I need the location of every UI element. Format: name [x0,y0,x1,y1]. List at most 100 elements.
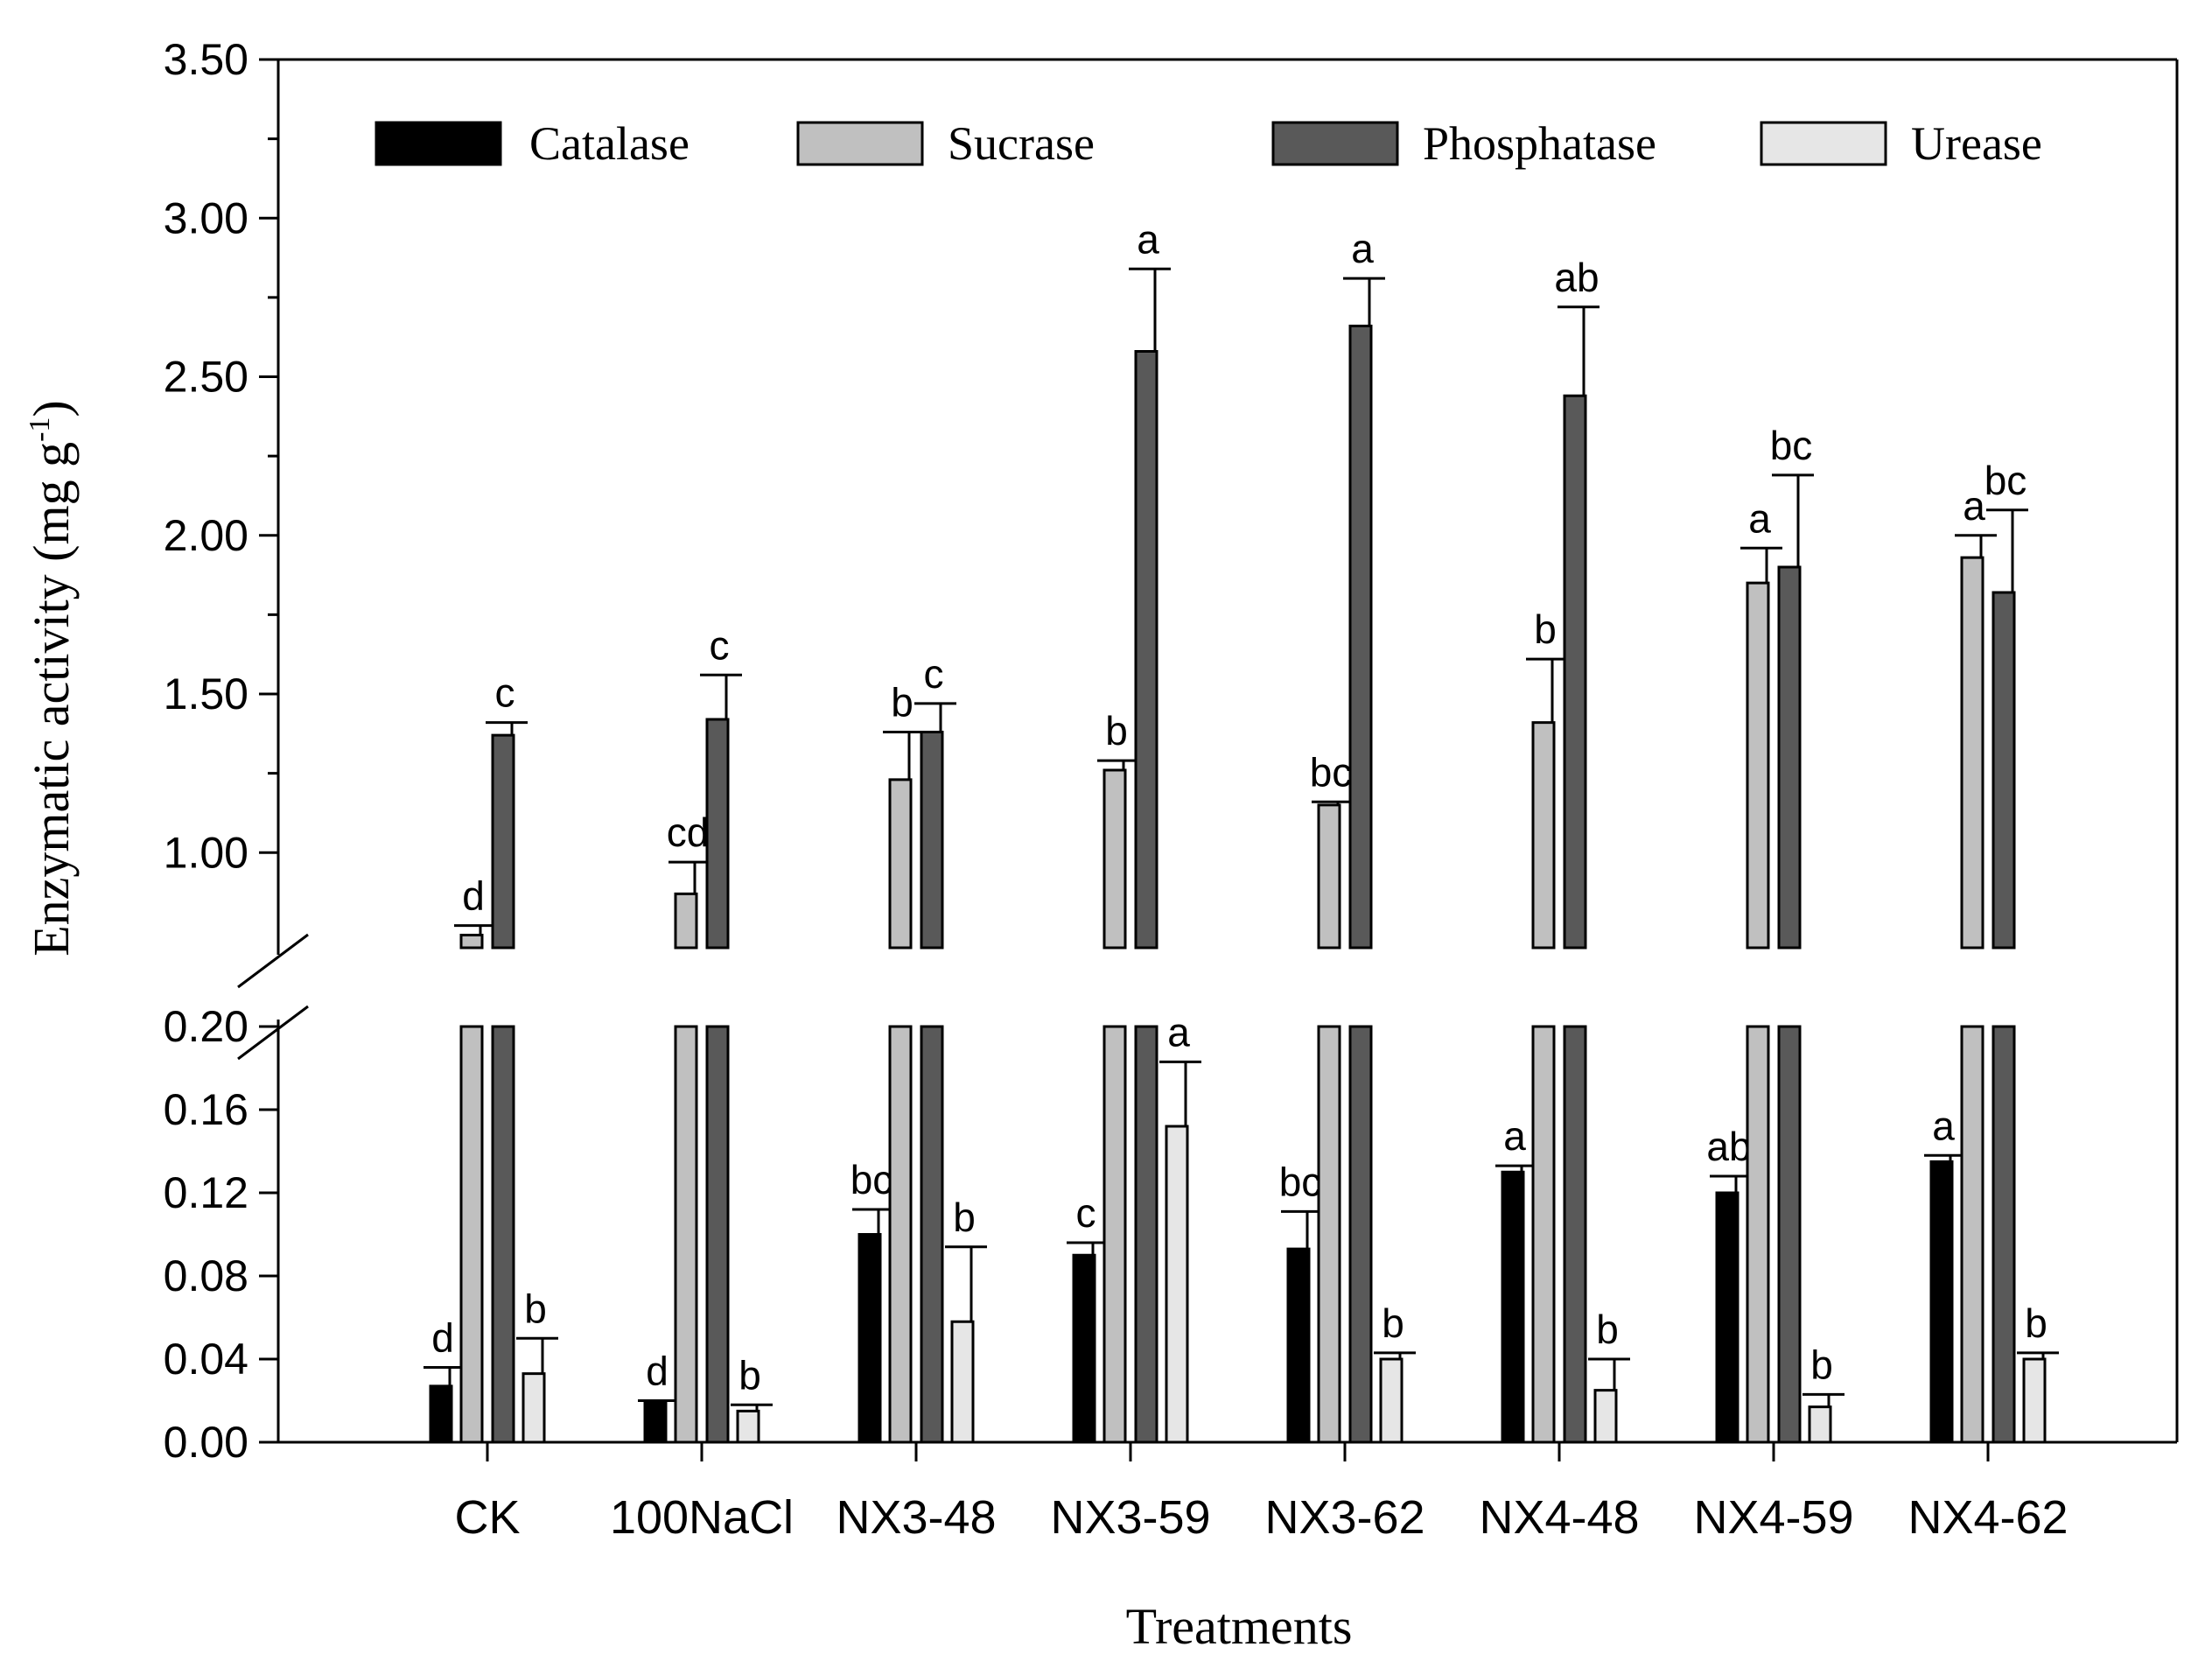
sucrase-bar-lower-segment [459,1025,484,1444]
x-tick-label: NX3-48 [836,1491,996,1544]
legend-swatch-catalase [374,121,502,166]
catalase-significance-letter: bc [1279,1159,1322,1204]
catalase-significance-letter: c [1076,1190,1096,1236]
phosphatase-bar [491,733,515,950]
phosphatase-bar-lower-segment [491,1025,515,1444]
y-tick-label: 3.50 [164,35,248,84]
y-tick-label: 0.16 [164,1085,248,1134]
catalase-bar [858,1233,882,1444]
phosphatase-bar-lower-segment [1777,1025,1802,1444]
catalase-bar [1501,1170,1525,1444]
catalase-significance-letter: d [431,1315,454,1361]
sucrase-significance-letter: a [1748,495,1771,541]
y-tick-label: 0.20 [164,1002,248,1051]
y-tick-label: 1.50 [164,669,248,718]
urease-significance-letter: a [1167,1009,1190,1055]
y-tick-label: 0.04 [164,1335,248,1384]
x-axis-title: Treatments [1126,1598,1353,1655]
legend-label-sucrase: Sucrase [948,117,1095,170]
urease-significance-letter: b [738,1352,761,1398]
urease-significance-letter: b [1596,1307,1619,1352]
y-tick-label: 2.00 [164,511,248,560]
x-tick-label: NX4-48 [1479,1491,1639,1544]
urease-bar [1808,1405,1832,1444]
legend-label-catalase: Catalase [529,117,690,170]
y-tick-label: 0.08 [164,1251,248,1300]
x-tick-label: NX4-62 [1908,1491,2068,1544]
x-tick-label: NX3-59 [1050,1491,1210,1544]
y-axis-title: Enzymatic activity (mg g-1) [23,400,80,957]
phosphatase-significance-letter: c [710,622,730,668]
y-tick-label: 1.00 [164,828,248,877]
phosphatase-bar-lower-segment [1348,1025,1373,1444]
axis-break-mark [237,933,309,989]
catalase-bar [429,1384,453,1444]
legend-swatch-urease [1760,121,1887,166]
legend-label-phosphatase: Phosphatase [1423,117,1656,170]
catalase-significance-letter: a [1932,1103,1955,1148]
phosphatase-significance-letter: bc [1984,458,2027,503]
sucrase-significance-letter: bc [1310,749,1353,795]
urease-bar [736,1409,760,1444]
sucrase-bar [1102,768,1127,950]
legend-swatch-phosphatase [1271,121,1399,166]
phosphatase-bar [1992,591,2016,950]
x-tick-label: NX4-59 [1693,1491,1853,1544]
sucrase-bar [1746,581,1770,950]
phosphatase-bar [705,718,730,950]
urease-bar [2022,1357,2047,1444]
sucrase-bar-lower-segment [888,1025,913,1444]
phosphatase-bar-lower-segment [1992,1025,2016,1444]
urease-significance-letter: b [1810,1342,1833,1387]
y-tick-label: 0.00 [164,1418,248,1467]
sucrase-significance-letter: d [462,873,485,919]
phosphatase-significance-letter: c [924,651,944,697]
urease-bar [1379,1357,1404,1444]
sucrase-significance-letter: b [1534,606,1557,652]
legend: Catalase Sucrase Phosphatase Urease [374,117,2042,170]
phosphatase-significance-letter: ab [1554,255,1599,300]
urease-bar [1593,1389,1618,1444]
catalase-bar [1072,1253,1096,1444]
sucrase-significance-letter: b [891,680,914,725]
sucrase-bar-lower-segment [1102,1025,1127,1444]
sucrase-significance-letter: b [1105,708,1128,753]
x-tick-label: 100NaCl [610,1491,794,1544]
catalase-bar [643,1399,668,1444]
sucrase-bar [1531,721,1556,950]
phosphatase-bar [1134,350,1158,950]
y-tick-label: 0.12 [164,1168,248,1217]
sucrase-bar [1317,803,1341,950]
x-tick-label: NX3-62 [1264,1491,1424,1544]
sucrase-bar [674,892,698,950]
sucrase-bar-lower-segment [1317,1025,1341,1444]
legend-swatch-sucrase [796,121,924,166]
catalase-significance-letter: bc [850,1157,893,1202]
sucrase-bar-lower-segment [674,1025,698,1444]
urease-bar [950,1320,975,1444]
phosphatase-bar [1348,325,1373,950]
phosphatase-bar-lower-segment [705,1025,730,1444]
y-tick-label: 3.00 [164,193,248,242]
sucrase-significance-letter: cd [667,809,710,855]
phosphatase-significance-letter: c [495,670,515,716]
sucrase-bar [888,778,913,950]
catalase-bar [1929,1160,1954,1444]
phosphatase-bar [1563,394,1587,950]
urease-bar [1165,1125,1189,1444]
urease-bar [522,1372,546,1444]
sucrase-bar [459,934,484,950]
legend-label-urease: Urease [1911,117,2042,170]
sucrase-bar-lower-segment [1960,1025,1984,1444]
axis-break-mark [237,1005,309,1061]
phosphatase-bar-lower-segment [1563,1025,1587,1444]
x-tick-label: CK [454,1491,520,1544]
phosphatase-bar-lower-segment [920,1025,944,1444]
sucrase-bar-lower-segment [1531,1025,1556,1444]
catalase-bar [1286,1247,1311,1444]
y-tick-label: 2.50 [164,353,248,402]
catalase-bar [1715,1191,1740,1444]
phosphatase-bar-lower-segment [1134,1025,1158,1444]
catalase-significance-letter: d [646,1349,668,1394]
